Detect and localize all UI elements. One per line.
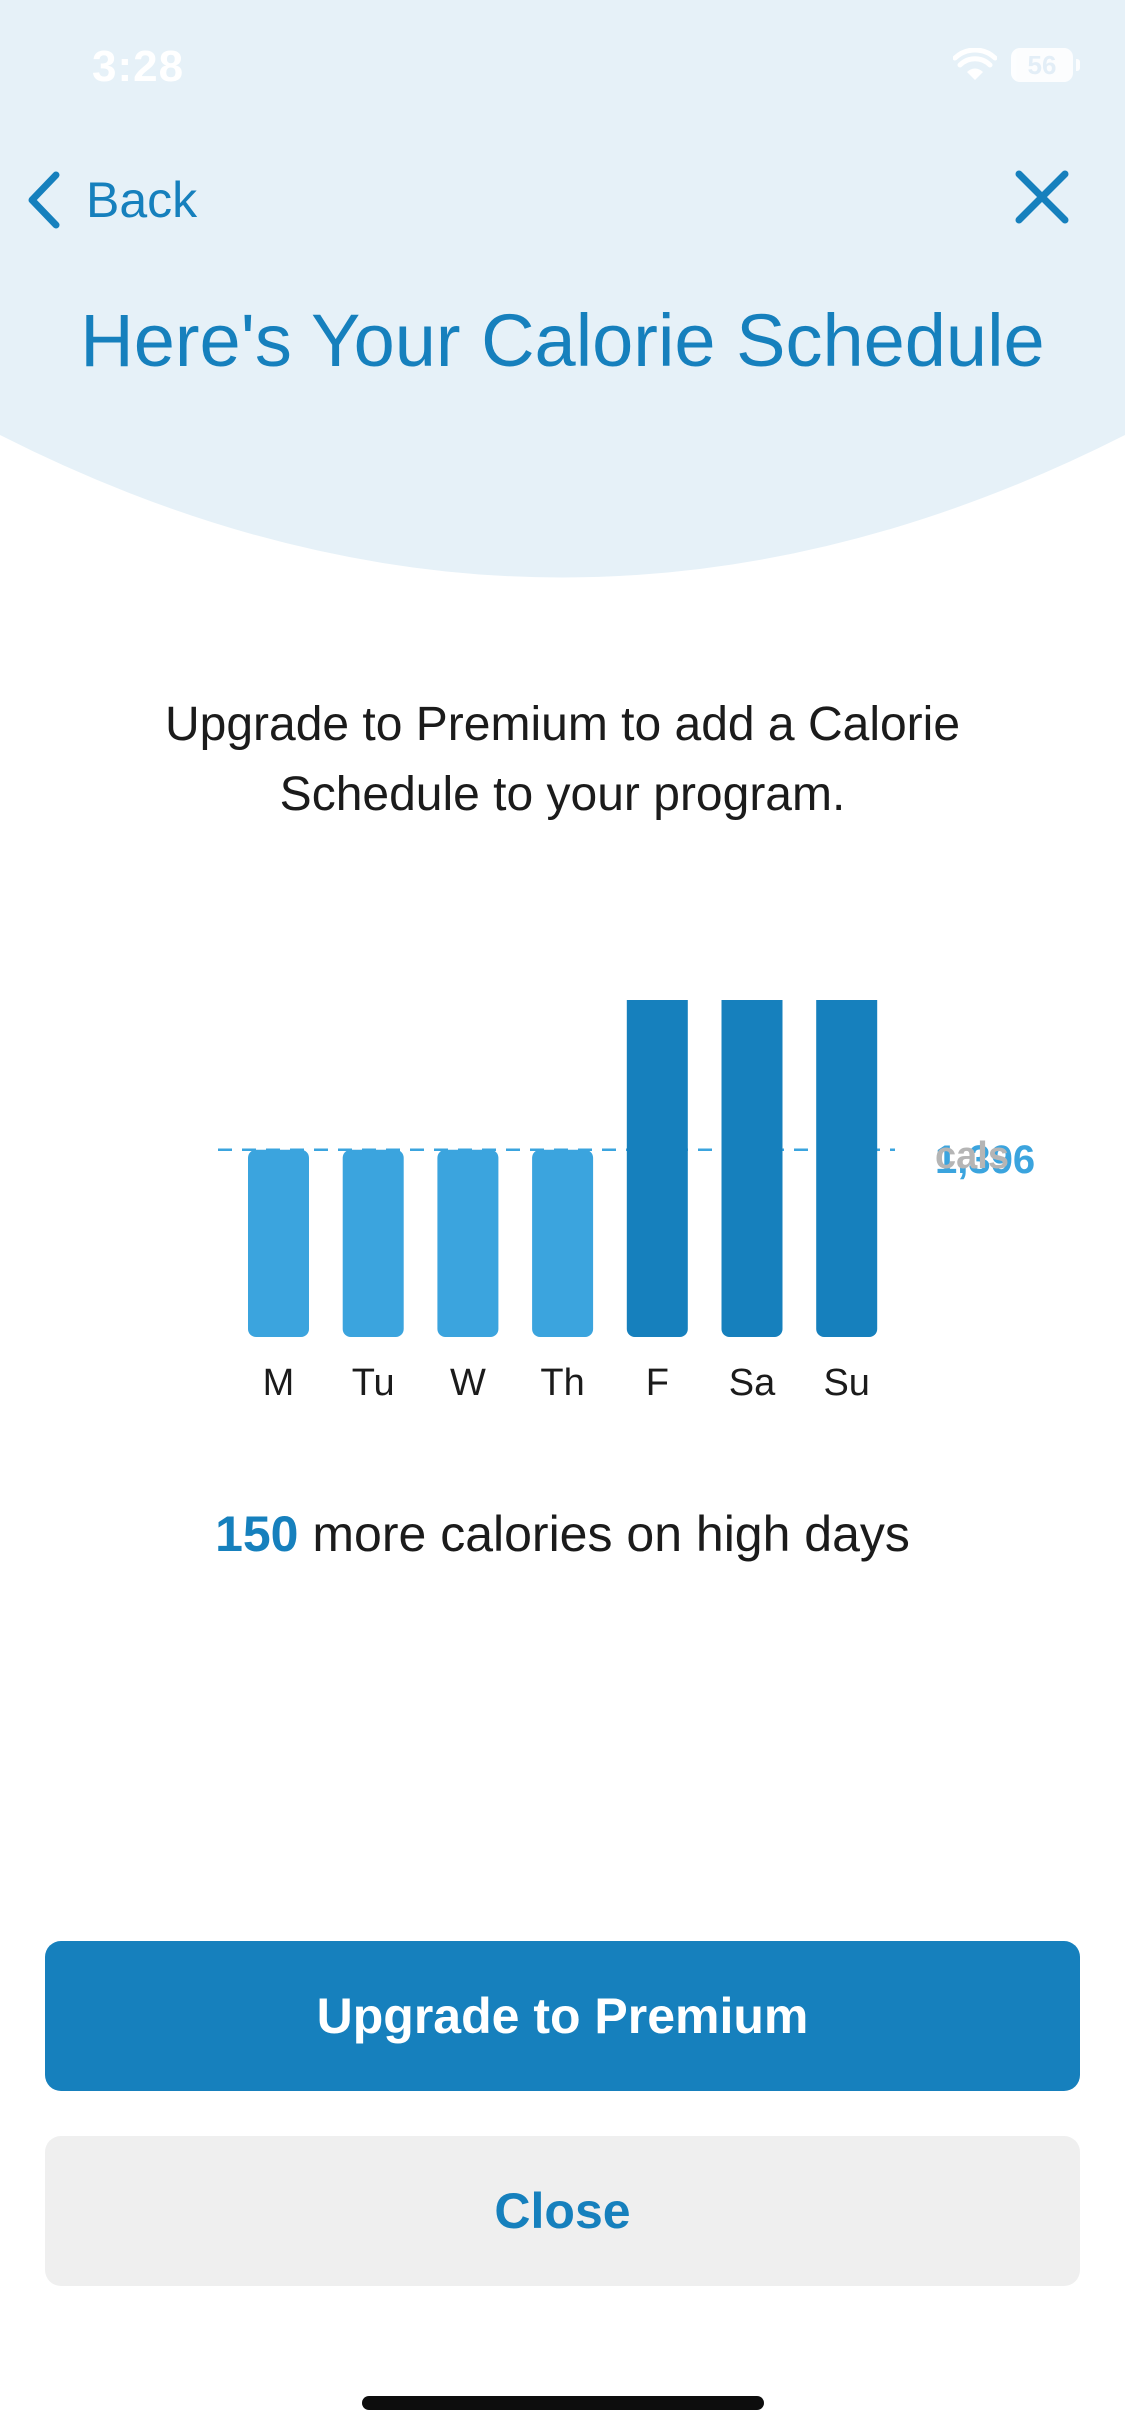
reference-label-1: 1,396 xyxy=(935,1138,1035,1182)
battery-icon: 56 xyxy=(1011,48,1080,82)
close-button[interactable]: Close xyxy=(45,2136,1080,2286)
bar-th xyxy=(532,1149,594,1337)
header-background xyxy=(0,0,1125,600)
day-label-f: F xyxy=(646,1362,669,1404)
status-time: 3:28 xyxy=(92,42,185,91)
day-label-su: Su xyxy=(823,1362,869,1404)
calorie-summary: 150 more calories on high days xyxy=(0,1505,1125,1563)
day-label-sa: Sa xyxy=(729,1362,776,1404)
status-icons: 56 xyxy=(953,48,1080,82)
bar-sa xyxy=(721,1000,783,1337)
bar-su xyxy=(816,1000,878,1337)
unit-label: cals xyxy=(935,1135,1009,1177)
bar-w xyxy=(437,1149,499,1337)
day-label-m: M xyxy=(263,1362,295,1404)
bar-tu xyxy=(342,1149,404,1337)
bar-m xyxy=(248,1149,309,1337)
day-label-tu: Tu xyxy=(352,1362,395,1404)
back-button[interactable]: Back xyxy=(24,160,197,240)
day-label-th: Th xyxy=(540,1362,584,1404)
chevron-left-icon xyxy=(24,169,64,231)
upgrade-to-premium-button[interactable]: Upgrade to Premium xyxy=(45,1941,1080,2091)
wifi-icon xyxy=(953,48,997,82)
premium-description: Upgrade to Premium to add a Calorie Sche… xyxy=(164,698,961,821)
page-title: Here's Your Calorie Schedule xyxy=(80,299,1045,382)
back-label: Back xyxy=(86,172,198,228)
day-label-w: W xyxy=(450,1362,486,1404)
summary-text: more calories on high days xyxy=(298,1506,910,1562)
close-x-button[interactable] xyxy=(1007,164,1077,234)
close-icon xyxy=(1013,168,1071,231)
home-indicator xyxy=(362,2396,764,2410)
bar-f xyxy=(626,1000,688,1337)
summary-number: 150 xyxy=(215,1506,299,1562)
